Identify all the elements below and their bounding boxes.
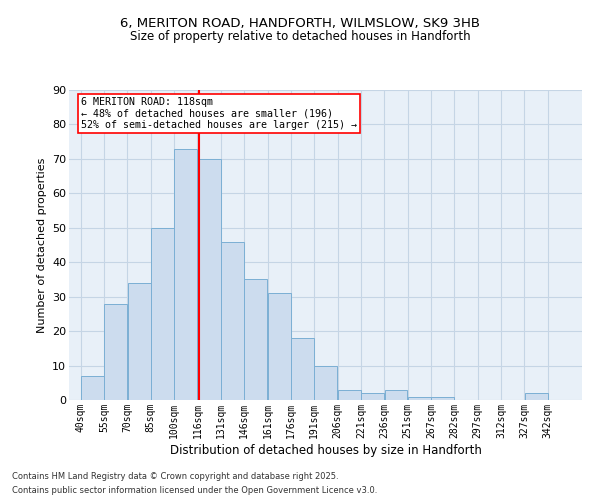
Bar xyxy=(361,393,384,400)
Bar xyxy=(244,280,267,400)
Bar xyxy=(268,293,290,400)
Text: Contains HM Land Registry data © Crown copyright and database right 2025.: Contains HM Land Registry data © Crown c… xyxy=(12,472,338,481)
Bar xyxy=(81,376,104,400)
X-axis label: Distribution of detached houses by size in Handforth: Distribution of detached houses by size … xyxy=(170,444,481,456)
Bar xyxy=(175,148,197,400)
Bar xyxy=(408,396,431,400)
Bar xyxy=(151,228,174,400)
Bar xyxy=(128,283,151,400)
Text: Contains public sector information licensed under the Open Government Licence v3: Contains public sector information licen… xyxy=(12,486,377,495)
Bar xyxy=(314,366,337,400)
Bar xyxy=(385,390,407,400)
Bar xyxy=(524,393,548,400)
Text: 6 MERITON ROAD: 118sqm
← 48% of detached houses are smaller (196)
52% of semi-de: 6 MERITON ROAD: 118sqm ← 48% of detached… xyxy=(82,97,358,130)
Bar xyxy=(431,396,454,400)
Bar xyxy=(338,390,361,400)
Bar xyxy=(221,242,244,400)
Bar xyxy=(104,304,127,400)
Text: Size of property relative to detached houses in Handforth: Size of property relative to detached ho… xyxy=(130,30,470,43)
Bar xyxy=(291,338,314,400)
Bar xyxy=(197,159,221,400)
Y-axis label: Number of detached properties: Number of detached properties xyxy=(37,158,47,332)
Text: 6, MERITON ROAD, HANDFORTH, WILMSLOW, SK9 3HB: 6, MERITON ROAD, HANDFORTH, WILMSLOW, SK… xyxy=(120,18,480,30)
